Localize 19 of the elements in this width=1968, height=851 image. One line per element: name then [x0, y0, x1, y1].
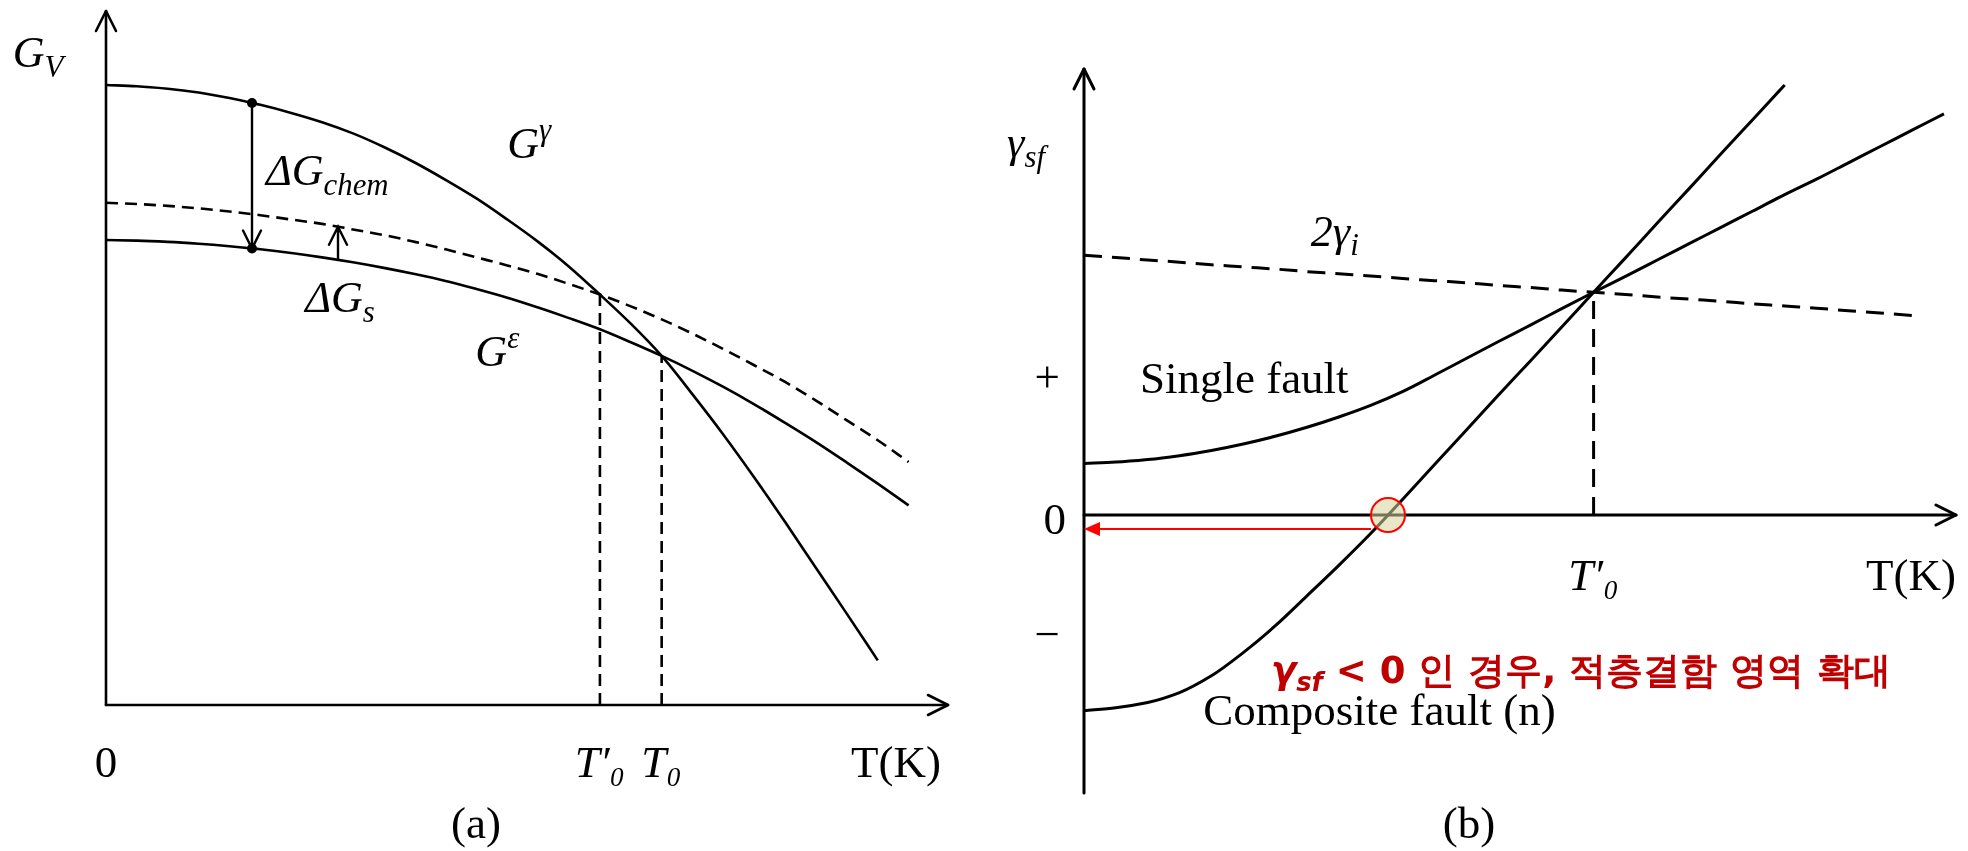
- text: (b): [1442, 798, 1496, 848]
- y-axis-title: G$_{V}$: [12, 28, 67, 84]
- text: +: [1034, 352, 1060, 402]
- text: −: [1034, 609, 1060, 659]
- annotation: ΔG$_{chem}$: [264, 146, 389, 202]
- x-axis-title: T(K): [1866, 550, 1956, 600]
- x-axis-title: T(K): [851, 737, 941, 787]
- y-axis-title: γ$_{sf}$: [1007, 118, 1050, 174]
- series-label: G$^{γ}$: [507, 113, 552, 168]
- series-label: Single fault: [1139, 353, 1350, 404]
- annotation: ΔG$_{s}$: [303, 273, 375, 329]
- text: (a): [451, 798, 501, 848]
- text: 0: [1043, 494, 1066, 544]
- series-label: 2γ$_{i}$: [1310, 206, 1359, 263]
- x-tick-label: T₀: [641, 737, 682, 787]
- text: T′₀: [1568, 550, 1619, 600]
- series-label: G$^{ε}$: [475, 321, 521, 376]
- x-tick-label: T′₀: [574, 737, 626, 787]
- x-tick-label: 0: [94, 737, 118, 787]
